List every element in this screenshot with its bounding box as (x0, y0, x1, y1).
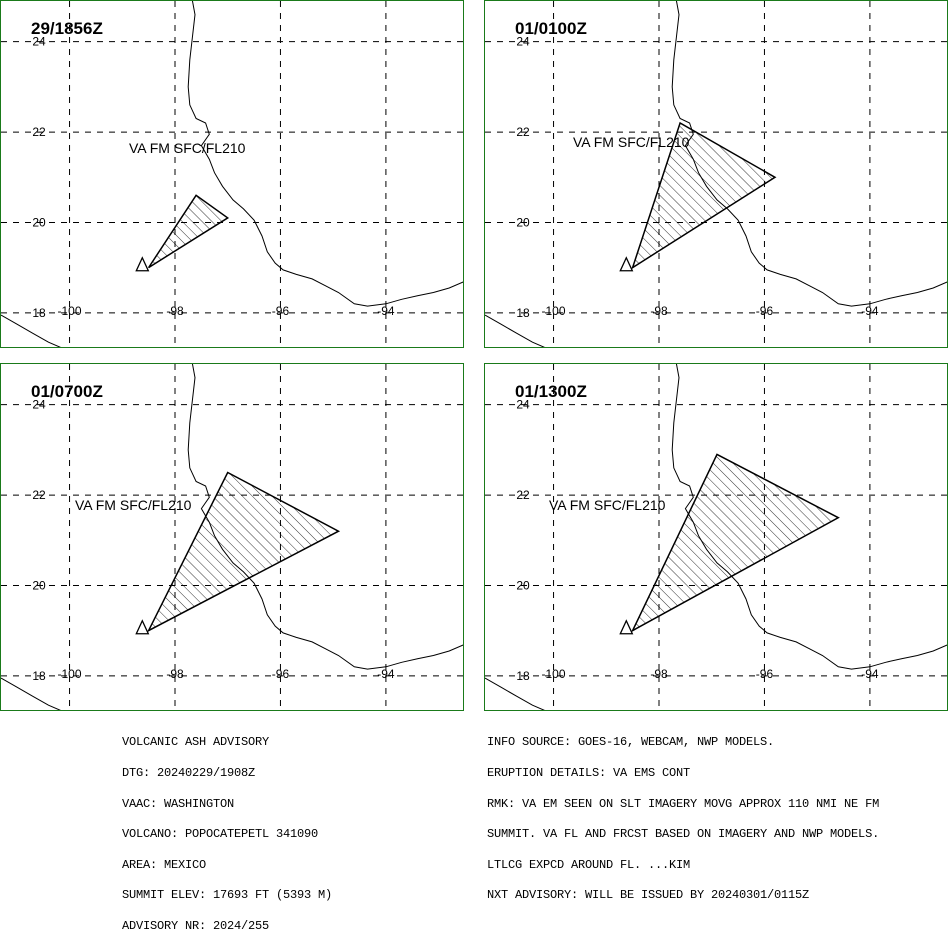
panel-time: 01/1300Z (515, 382, 587, 401)
advisory-line: VOLCANO: POPOCATEPETL 341090 (122, 827, 319, 842)
advisory-line: SUMMIT. VA FL AND FRCST BASED ON IMAGERY… (487, 827, 880, 842)
lat-tick-label: 18 (516, 669, 530, 683)
va-layer-label: VA FM SFC/FL210 (75, 497, 192, 513)
lon-tick-label: -98 (166, 304, 184, 318)
forecast-panel-2: -100 -98 -96 -94 18 20 22 24 01/0100Z VA FM SFC… (484, 0, 948, 348)
advisory-header-block: VOLCANIC ASH ADVISORY DTG: 20240229/1908… (122, 717, 332, 941)
gulf-coastline (187, 1, 463, 307)
advisory-line: VAAC: WASHINGTON (122, 796, 235, 811)
lon-tick-label: -94 (861, 667, 879, 681)
lon-tick-label: -98 (650, 667, 668, 681)
forecast-panel-1: -100 -98 -96 -94 18 20 22 24 29/1856Z VA FM SFC… (0, 0, 464, 348)
pacific-coastline (485, 677, 545, 710)
lon-tick-label: -98 (650, 304, 668, 318)
map-canvas: -100 -98 -96 -94 18 20 22 24 (485, 364, 947, 710)
lat-tick-label: 18 (32, 669, 46, 683)
panel-time: 01/0100Z (515, 19, 587, 38)
lon-tick-label: -96 (272, 667, 290, 681)
lat-tick-label: 22 (32, 125, 46, 139)
forecast-panel-3: -100 -98 -96 -94 18 20 22 24 01/0700Z VA FM SFC… (0, 363, 464, 711)
advisory-line: AREA: MEXICO (122, 857, 207, 872)
gulf-coastline (671, 364, 947, 670)
lat-tick-label: 20 (516, 578, 530, 592)
volcano-icon (135, 256, 150, 272)
advisory-line: DTG: 20240229/1908Z (122, 766, 256, 780)
map-canvas: -100 -98 -96 -94 18 20 22 24 (1, 364, 463, 710)
panel-time: 29/1856Z (31, 19, 103, 38)
gulf-coastline (671, 1, 947, 307)
lon-tick-label: -94 (861, 304, 879, 318)
advisory-line: NXT ADVISORY: WILL BE ISSUED BY 20240301… (487, 888, 810, 903)
ash-cloud-polygon (147, 194, 230, 269)
advisory-line: INFO SOURCE: GOES-16, WEBCAM, NWP MODELS… (487, 735, 775, 750)
lon-tick-label: -96 (756, 304, 774, 318)
lon-tick-label: -100 (58, 667, 82, 681)
volcano-icon (619, 256, 634, 272)
volcano-icon (619, 619, 634, 635)
lat-tick-label: 24 (32, 398, 46, 412)
pacific-coastline (1, 677, 61, 710)
lon-tick-label: -94 (377, 304, 395, 318)
lat-tick-label: 20 (32, 215, 46, 229)
lat-tick-label: 24 (32, 35, 46, 49)
ash-cloud-polygon (631, 121, 777, 270)
advisory-remarks-block: INFO SOURCE: GOES-16, WEBCAM, NWP MODELS… (487, 717, 879, 911)
map-canvas: -100 -98 -96 -94 18 20 22 24 (485, 1, 947, 347)
ash-cloud-polygon (630, 453, 840, 633)
lat-tick-label: 24 (516, 398, 530, 412)
lat-tick-label: 24 (516, 35, 530, 49)
forecast-panel-4: -100 -98 -96 -94 18 20 22 24 01/1300Z VA FM SFC… (484, 363, 948, 711)
volcano-icon (135, 619, 150, 635)
panel-time: 01/0700Z (31, 382, 103, 401)
va-layer-label: VA FM SFC/FL210 (573, 134, 690, 150)
lat-tick-label: 20 (516, 215, 530, 229)
map-canvas: -100 -98 -96 -94 18 20 22 24 (1, 1, 463, 347)
lat-tick-label: 22 (516, 125, 530, 139)
lat-tick-label: 20 (32, 578, 46, 592)
lon-tick-label: -96 (272, 304, 290, 318)
advisory-line: RMK: VA EM SEEN ON SLT IMAGERY MOVG APPR… (487, 796, 880, 811)
advisory-line: LTLCG EXPCD AROUND FL. ...KIM (487, 857, 691, 872)
lon-tick-label: -94 (377, 667, 395, 681)
va-layer-label: VA FM SFC/FL210 (549, 497, 666, 513)
advisory-line: ERUPTION DETAILS: VA EMS CONT (487, 766, 691, 780)
advisory-line: VOLCANIC ASH ADVISORY (122, 735, 270, 750)
lon-tick-label: -100 (542, 667, 566, 681)
va-layer-label: VA FM SFC/FL210 (129, 140, 246, 156)
ash-cloud-polygon (146, 471, 341, 633)
pacific-coastline (1, 314, 61, 347)
lat-tick-label: 22 (32, 488, 46, 502)
lat-tick-label: 18 (32, 306, 46, 320)
lon-tick-label: -100 (58, 304, 82, 318)
pacific-coastline (485, 314, 545, 347)
lat-tick-label: 18 (516, 306, 530, 320)
lat-tick-label: 22 (516, 488, 530, 502)
advisory-line: ADVISORY NR: 2024/255 (122, 918, 270, 933)
advisory-line: SUMMIT ELEV: 17693 FT (5393 M) (122, 888, 333, 903)
lon-tick-label: -100 (542, 304, 566, 318)
lon-tick-label: -96 (756, 667, 774, 681)
lon-tick-label: -98 (166, 667, 184, 681)
